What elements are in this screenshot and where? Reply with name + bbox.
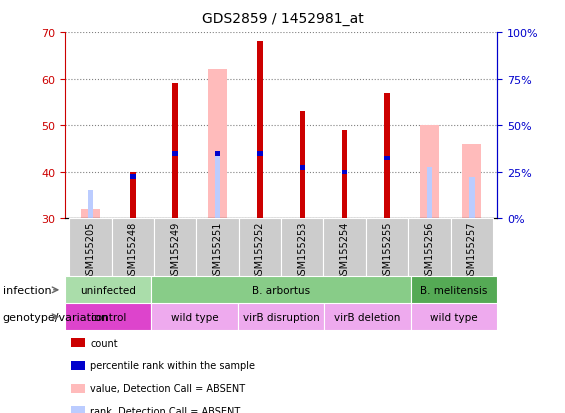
Bar	[342, 131, 347, 219]
Bar	[411, 277, 497, 304]
Text: genotype/variation: genotype/variation	[3, 312, 109, 322]
Bar	[154, 219, 197, 277]
Text: GSM155253: GSM155253	[297, 221, 307, 280]
Text: B. arbortus: B. arbortus	[252, 285, 310, 295]
Text: control: control	[90, 312, 127, 322]
Bar	[172, 84, 178, 219]
Bar	[257, 43, 263, 219]
Bar	[257, 152, 263, 156]
Bar	[130, 173, 136, 219]
Bar	[88, 191, 93, 219]
Bar	[469, 177, 475, 219]
Bar	[411, 304, 497, 330]
Bar	[69, 219, 112, 277]
Bar	[151, 277, 411, 304]
Text: wild type: wild type	[430, 312, 478, 322]
Bar	[408, 219, 451, 277]
Bar	[112, 219, 154, 277]
Text: GSM155257: GSM155257	[467, 221, 477, 280]
Bar	[151, 304, 238, 330]
Text: uninfected: uninfected	[80, 285, 136, 295]
Bar	[420, 126, 439, 219]
Bar	[324, 304, 411, 330]
Text: rank, Detection Call = ABSENT: rank, Detection Call = ABSENT	[90, 406, 241, 413]
Text: virB disruption: virB disruption	[243, 312, 319, 322]
Bar	[238, 304, 324, 330]
Text: GSM155254: GSM155254	[340, 221, 350, 280]
Bar	[323, 219, 366, 277]
Text: GSM155249: GSM155249	[170, 221, 180, 280]
Bar	[81, 210, 100, 219]
Bar	[427, 168, 432, 219]
Text: GSM155248: GSM155248	[128, 221, 138, 280]
Bar	[172, 152, 178, 156]
Bar	[366, 219, 408, 277]
Text: infection: infection	[3, 285, 51, 295]
Bar	[384, 93, 390, 219]
Bar	[130, 175, 136, 179]
Bar	[197, 219, 238, 277]
Text: GSM155255: GSM155255	[382, 221, 392, 280]
Bar	[384, 156, 390, 161]
Text: GSM155256: GSM155256	[424, 221, 434, 280]
Bar	[71, 406, 85, 413]
Text: count: count	[90, 338, 118, 348]
Text: GSM155252: GSM155252	[255, 221, 265, 280]
Bar	[238, 219, 281, 277]
Bar	[208, 70, 227, 219]
Text: GSM155205: GSM155205	[85, 221, 95, 280]
Bar	[65, 277, 151, 304]
Text: percentile rank within the sample: percentile rank within the sample	[90, 361, 255, 370]
Text: B. melitensis: B. melitensis	[420, 285, 488, 295]
Text: value, Detection Call = ABSENT: value, Detection Call = ABSENT	[90, 383, 246, 393]
Bar	[65, 304, 151, 330]
Text: virB deletion: virB deletion	[334, 312, 401, 322]
Bar	[342, 170, 347, 175]
Bar	[71, 361, 85, 370]
Bar	[215, 152, 220, 156]
Bar	[71, 384, 85, 393]
Bar	[215, 154, 220, 219]
Bar	[462, 145, 481, 219]
Text: GDS2859 / 1452981_at: GDS2859 / 1452981_at	[202, 12, 363, 26]
Text: GSM155251: GSM155251	[212, 221, 223, 280]
Bar	[451, 219, 493, 277]
Bar	[299, 112, 305, 219]
Text: wild type: wild type	[171, 312, 219, 322]
Bar	[299, 166, 305, 170]
Bar	[281, 219, 323, 277]
Bar	[71, 338, 85, 347]
